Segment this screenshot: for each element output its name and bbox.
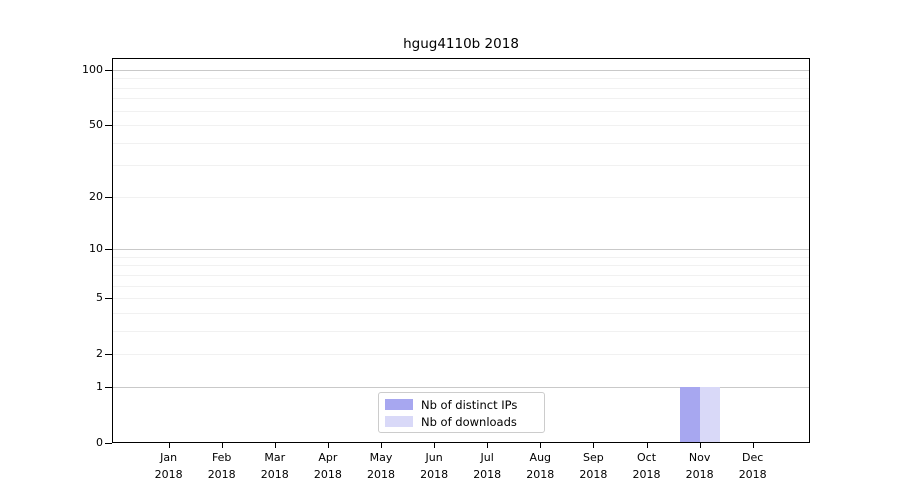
x-axis-label-month: Aug: [529, 451, 552, 464]
gridline-minor: [113, 256, 809, 258]
x-axis-tick: [593, 443, 594, 448]
gridline-minor: [113, 98, 809, 100]
gridline-major: [113, 386, 809, 388]
x-axis-label: Aug 2018: [513, 449, 567, 483]
x-axis-label-month: Jan: [160, 451, 178, 464]
x-axis-tick: [381, 443, 382, 448]
x-axis-label: May 2018: [354, 449, 408, 483]
x-axis-label-year: 2018: [685, 468, 714, 481]
x-axis-label-year: 2018: [313, 468, 342, 481]
x-axis-label-year: 2018: [738, 468, 767, 481]
gridline-minor: [113, 110, 809, 112]
gridline-minor: [113, 265, 809, 267]
x-axis-label-month: Nov: [688, 451, 711, 464]
x-axis-label: Mar 2018: [248, 449, 302, 483]
y-axis-tick: [105, 197, 112, 198]
x-axis-label-year: 2018: [526, 468, 555, 481]
gridline-minor: [113, 274, 809, 276]
x-axis-label: Sep 2018: [566, 449, 620, 483]
y-axis-label: 2: [96, 347, 103, 361]
x-axis-label-month: Apr: [318, 451, 338, 464]
x-axis-label-year: 2018: [367, 468, 395, 481]
x-axis-label-year: 2018: [632, 468, 661, 481]
y-axis-label: 5: [96, 291, 103, 305]
x-axis-label-month: Mar: [264, 451, 286, 464]
gridline-minor: [113, 285, 809, 287]
y-axis-tick: [105, 443, 112, 444]
legend-swatch-downloads-icon: [385, 416, 413, 427]
gridline-minor: [113, 298, 809, 300]
y-axis-tick: [105, 354, 112, 355]
x-axis-tick: [487, 443, 488, 448]
y-axis-tick: [105, 387, 112, 388]
x-axis-label: Jan 2018: [142, 449, 196, 483]
x-axis-tick: [647, 443, 648, 448]
y-axis-label: 1: [96, 379, 103, 393]
y-axis-label: 0: [96, 436, 103, 449]
x-axis-label: Jul 2018: [460, 449, 514, 483]
x-axis-label-month: Oct: [636, 451, 657, 464]
gridline-minor: [113, 125, 809, 127]
x-axis-label-year: 2018: [579, 468, 608, 481]
x-axis-label-month: Dec: [742, 451, 764, 464]
bar-downloads: [699, 386, 720, 442]
y-axis-label: 100: [82, 63, 103, 76]
chart-title: hgug4110b 2018: [403, 36, 519, 52]
x-axis-label-year: 2018: [207, 468, 236, 481]
legend-item-distinct-ips: Nb of distinct IPs: [385, 396, 517, 413]
x-axis-label: Feb 2018: [195, 449, 249, 483]
x-axis-label: Jun 2018: [407, 449, 461, 483]
x-axis-label-month: Jun: [425, 451, 443, 464]
x-axis-tick: [328, 443, 329, 448]
x-axis-tick: [434, 443, 435, 448]
y-axis-tick: [105, 249, 112, 250]
gridline-minor: [113, 87, 809, 89]
x-axis-tick: [169, 443, 170, 448]
bar-distinct-ips: [679, 386, 700, 442]
x-axis-label: Oct 2018: [620, 449, 674, 483]
x-axis-label: Apr 2018: [301, 449, 355, 483]
x-axis-label-month: Feb: [211, 451, 232, 464]
x-axis-label: Dec 2018: [726, 449, 780, 483]
y-axis-tick: [105, 298, 112, 299]
legend-label-distinct-ips: Nb of distinct IPs: [421, 397, 518, 412]
x-axis-label: Nov 2018: [673, 449, 727, 483]
gridline-minor: [113, 165, 809, 167]
x-axis-tick: [275, 443, 276, 448]
legend-item-downloads: Nb of downloads: [385, 413, 517, 430]
gridline-minor: [113, 330, 809, 332]
legend-swatch-distinct-ips-icon: [385, 399, 413, 410]
y-axis-tick: [105, 125, 112, 126]
x-axis-tick: [700, 443, 701, 448]
gridline-minor: [113, 354, 809, 356]
gridline-minor: [113, 312, 809, 314]
x-axis-label-month: May: [369, 451, 393, 464]
x-axis-label-year: 2018: [420, 468, 449, 481]
y-axis-label: 50: [89, 118, 103, 132]
x-axis-tick: [753, 443, 754, 448]
x-axis-label-year: 2018: [473, 468, 502, 481]
legend-label-downloads: Nb of downloads: [421, 414, 517, 429]
x-axis-tick: [222, 443, 223, 448]
gridline-minor: [113, 196, 809, 198]
gridline-major: [113, 70, 809, 71]
y-axis-label: 20: [89, 189, 103, 203]
gridline-minor: [113, 78, 809, 80]
y-axis-label: 10: [89, 242, 103, 256]
x-axis-label-year: 2018: [154, 468, 183, 481]
x-axis-label-year: 2018: [260, 468, 289, 481]
y-axis-tick: [105, 70, 112, 71]
plot-area: [112, 58, 810, 443]
legend: Nb of distinct IPs Nb of downloads: [378, 392, 545, 433]
x-axis-label-month: Jul: [480, 451, 494, 464]
gridline-major: [113, 249, 809, 251]
gridline-minor: [113, 142, 809, 144]
x-axis-label-month: Sep: [583, 451, 604, 464]
x-axis-tick: [540, 443, 541, 448]
